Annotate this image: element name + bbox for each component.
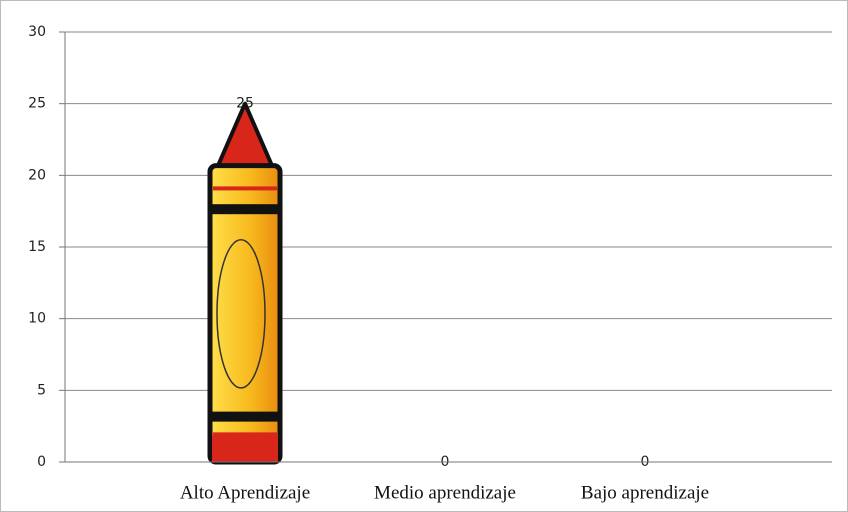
y-tick-label: 0	[37, 454, 46, 470]
crayon-stripe	[213, 432, 277, 437]
y-tick-label: 5	[37, 382, 46, 398]
crayon-band	[210, 204, 280, 215]
y-tick-label: 30	[28, 24, 46, 40]
y-tick-label: 25	[28, 96, 46, 112]
x-tick-label: Bajo aprendizaje	[581, 482, 709, 503]
crayon-stripe	[213, 186, 277, 191]
x-tick-label: Alto Aprendizaje	[180, 482, 310, 503]
y-tick-label: 10	[28, 311, 46, 327]
bar	[207, 101, 283, 465]
y-tick-label: 15	[28, 239, 46, 255]
crayon-label	[216, 239, 266, 389]
crayon-band	[210, 411, 280, 422]
y-tick-label: 20	[28, 167, 46, 183]
crayon-base	[212, 435, 278, 462]
x-tick-label: Medio aprendizaje	[374, 482, 516, 503]
